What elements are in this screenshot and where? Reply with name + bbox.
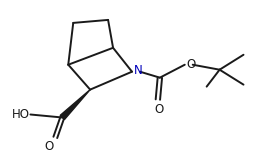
Text: HO: HO: [12, 108, 29, 121]
Text: O: O: [44, 140, 53, 153]
Polygon shape: [60, 90, 90, 120]
Text: N: N: [134, 64, 143, 77]
Text: O: O: [154, 103, 164, 116]
Text: O: O: [187, 58, 196, 71]
